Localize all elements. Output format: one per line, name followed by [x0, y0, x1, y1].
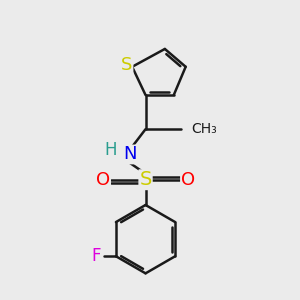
Text: H: H [104, 141, 117, 159]
Text: S: S [121, 56, 133, 74]
Text: S: S [140, 170, 152, 189]
Text: N: N [123, 146, 136, 164]
Text: O: O [181, 171, 195, 189]
Text: CH₃: CH₃ [192, 122, 218, 136]
Text: O: O [96, 171, 110, 189]
Text: F: F [92, 247, 101, 265]
